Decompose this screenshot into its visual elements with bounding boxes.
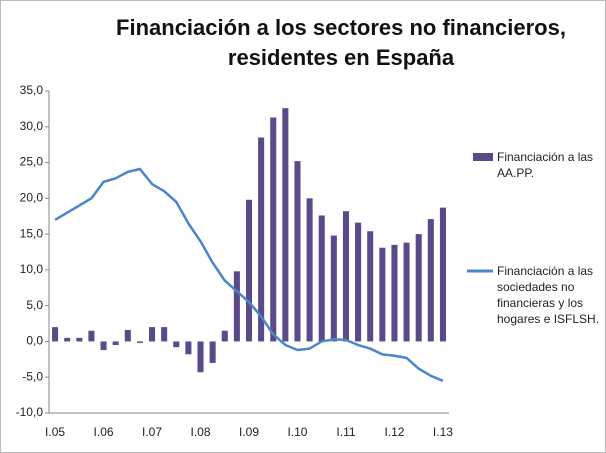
- bar: [391, 244, 398, 342]
- y-tick-label: 5,0: [26, 298, 43, 312]
- y-tick-label: 0,0: [26, 334, 43, 348]
- x-tick-label: I.05: [45, 425, 65, 439]
- bar: [64, 337, 71, 342]
- y-tick-label: 20,0: [20, 191, 44, 205]
- bar: [149, 327, 156, 342]
- y-tick-label: -5,0: [22, 369, 43, 383]
- bar: [367, 231, 374, 342]
- bar: [124, 329, 131, 342]
- line: [54, 167, 444, 382]
- bar: [415, 234, 422, 342]
- bar: [209, 341, 216, 363]
- bar: [233, 271, 240, 342]
- bar: [270, 117, 277, 342]
- bar: [258, 137, 265, 342]
- legend-label: Financiación a las sociedades no financi…: [497, 264, 600, 326]
- bar: [294, 161, 301, 342]
- bar: [306, 198, 313, 342]
- legend-label: Financiación a las AA.PP.: [497, 150, 594, 180]
- x-tick-label: I.11: [336, 425, 355, 439]
- y-tick-label: 30,0: [20, 119, 44, 133]
- x-tick-label: I.06: [94, 425, 114, 439]
- y-tick-label: -10,0: [16, 405, 44, 419]
- bar: [197, 341, 204, 373]
- bar: [88, 330, 95, 342]
- bar: [112, 341, 119, 346]
- legend-key: [473, 153, 493, 161]
- chart-title: Financiación a los sectores no financier…: [116, 15, 566, 70]
- bar: [100, 341, 107, 351]
- x-tick-label: I.07: [142, 425, 162, 439]
- x-tick-label: I.10: [287, 425, 307, 439]
- bar: [136, 341, 143, 343]
- y-tick-label: 10,0: [20, 262, 44, 276]
- bar: [403, 242, 410, 342]
- y-tick-label: 35,0: [20, 83, 44, 97]
- y-tick-label: 25,0: [20, 155, 44, 169]
- bar: [355, 222, 362, 342]
- bar: [221, 330, 228, 342]
- bar: [379, 247, 386, 342]
- bar: [318, 215, 325, 342]
- bar: [439, 207, 446, 342]
- x-tick-label: I.09: [239, 425, 259, 439]
- bar: [427, 219, 434, 342]
- bar: [330, 235, 337, 342]
- x-tick-label: I.08: [191, 425, 211, 439]
- bar: [185, 341, 192, 355]
- bar: [52, 327, 59, 342]
- bar: [161, 327, 168, 342]
- bar: [173, 341, 180, 348]
- bar: [342, 211, 349, 342]
- x-tick-label: I.12: [384, 425, 404, 439]
- y-tick-label: 15,0: [20, 226, 44, 240]
- bar: [76, 337, 83, 342]
- bar: [282, 108, 289, 342]
- bar: [245, 199, 253, 342]
- x-tick-label: I.13: [433, 425, 453, 439]
